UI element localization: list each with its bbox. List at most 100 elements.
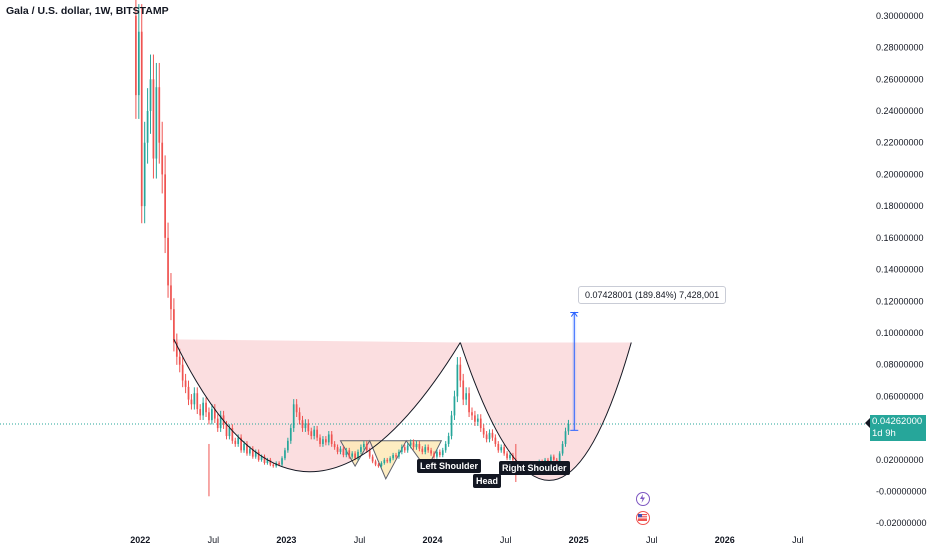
- candle: [424, 444, 427, 455]
- candle: [161, 121, 164, 194]
- candle-body: [392, 455, 394, 459]
- candle: [199, 404, 202, 420]
- y-tick-label: -0.02000000: [876, 518, 927, 528]
- candle-body: [272, 464, 275, 467]
- candle-body: [301, 420, 304, 429]
- candle-body: [412, 442, 415, 448]
- candle-body: [304, 423, 307, 429]
- candle: [395, 452, 397, 459]
- candle: [398, 449, 400, 459]
- candle-body: [164, 174, 166, 238]
- candle: [336, 444, 339, 455]
- candle-body: [377, 464, 380, 467]
- candle: [231, 424, 234, 444]
- candle: [456, 357, 459, 403]
- candle: [319, 434, 321, 447]
- candle-body: [213, 409, 216, 419]
- candle-body: [237, 437, 240, 444]
- candle: [512, 452, 514, 462]
- candle: [427, 444, 430, 453]
- candle-body: [246, 443, 248, 454]
- candle-body: [433, 453, 435, 457]
- y-tick-label: 0.24000000: [876, 106, 924, 116]
- candle: [284, 447, 286, 461]
- y-tick-label: 0.16000000: [876, 233, 924, 243]
- left-shoulder-label[interactable]: Left Shoulder: [417, 459, 481, 473]
- candle-body: [494, 437, 497, 444]
- candle: [266, 457, 269, 465]
- candle-body: [345, 450, 348, 456]
- measure-arrow-icon: [570, 311, 578, 317]
- candle: [146, 88, 149, 164]
- x-tick-label: Jul: [646, 535, 658, 545]
- candle: [441, 447, 444, 458]
- y-tick-label: 0.22000000: [876, 138, 924, 148]
- candle-body: [196, 393, 199, 410]
- candle: [430, 447, 432, 456]
- candle: [506, 451, 508, 461]
- candle-body: [430, 450, 432, 454]
- candle-body: [459, 364, 462, 381]
- candle-body: [348, 450, 351, 457]
- candle-body: [482, 428, 485, 435]
- candle-body: [257, 451, 260, 460]
- candle: [181, 357, 184, 388]
- candle: [482, 424, 485, 438]
- candle-body: [135, 15, 137, 96]
- candle: [339, 446, 342, 455]
- candle-body: [436, 451, 438, 457]
- candle: [409, 439, 412, 449]
- y-tick-label: 0.26000000: [876, 74, 924, 84]
- last-price-value: 0.04262000: [872, 416, 923, 427]
- candle: [140, 4, 143, 224]
- candle-body: [199, 409, 202, 416]
- candle: [406, 442, 409, 453]
- candle: [450, 410, 453, 440]
- candle: [193, 387, 196, 410]
- candle-body: [184, 380, 187, 387]
- candle: [567, 419, 570, 435]
- candle: [500, 444, 503, 453]
- candle-body: [231, 428, 234, 441]
- candle-body: [406, 445, 409, 451]
- candle: [281, 456, 283, 467]
- candle-body: [187, 386, 190, 400]
- candle: [310, 427, 313, 440]
- candle: [295, 399, 298, 418]
- x-tick-label: Jul: [792, 535, 804, 545]
- right-shoulder-label[interactable]: Right Shoulder: [499, 461, 570, 475]
- candle-body: [310, 431, 313, 437]
- candle: [202, 397, 204, 420]
- lightning-icon[interactable]: [636, 492, 650, 506]
- candle: [509, 452, 511, 461]
- candle: [386, 457, 389, 464]
- candle-body: [319, 437, 321, 444]
- candle-body: [327, 434, 330, 443]
- head-label[interactable]: Head: [473, 474, 502, 488]
- candle-body: [465, 393, 468, 400]
- candle-body: [500, 447, 503, 451]
- candle-body: [488, 432, 491, 440]
- candle-body: [170, 285, 172, 310]
- y-tick-label: 0.28000000: [876, 43, 924, 53]
- candle: [208, 407, 210, 425]
- candle: [216, 414, 219, 432]
- candle-body: [421, 448, 424, 452]
- candle-body: [175, 342, 178, 357]
- candle-body: [208, 412, 210, 421]
- candle-body: [137, 31, 140, 96]
- candle-body: [383, 459, 386, 463]
- us-flag-icon[interactable]: [636, 511, 650, 525]
- candle-body: [228, 428, 231, 437]
- candle: [228, 424, 231, 440]
- x-tick-label: 2026: [715, 535, 735, 545]
- symbol-title[interactable]: Gala / U.S. dollar, 1W, BITSTAMP: [6, 5, 169, 17]
- candle-body: [550, 456, 552, 462]
- candle-body: [152, 79, 155, 159]
- candle: [365, 441, 368, 453]
- candle-body: [342, 448, 345, 456]
- candle-body: [447, 436, 450, 444]
- candle-body: [140, 31, 143, 207]
- candle: [447, 432, 450, 447]
